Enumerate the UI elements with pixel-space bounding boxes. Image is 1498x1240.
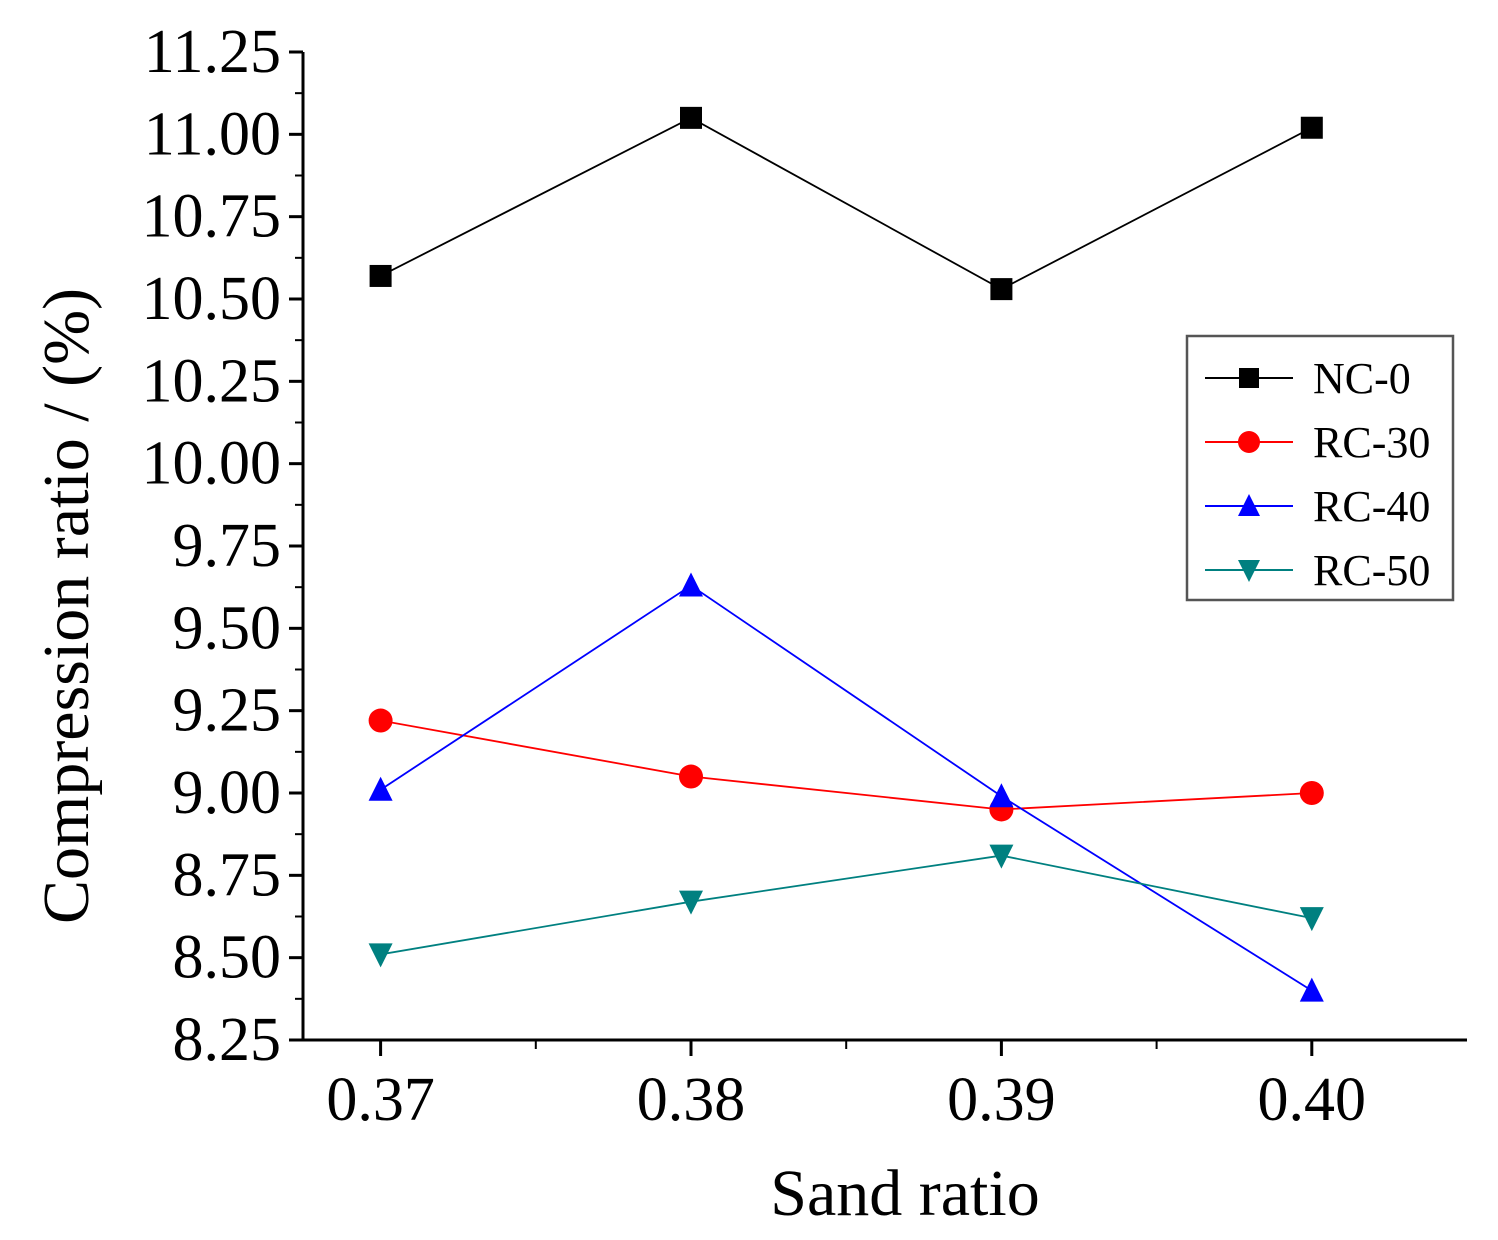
y-tick-label: 11.00 bbox=[144, 100, 281, 168]
y-tick-label: 10.50 bbox=[142, 265, 282, 333]
y-tick-label: 8.25 bbox=[173, 1006, 282, 1074]
data-point bbox=[368, 776, 393, 801]
legend-item-nc-0: NC-0 bbox=[1205, 354, 1411, 403]
data-point bbox=[679, 572, 703, 597]
data-point bbox=[680, 106, 702, 129]
y-tick-label: 10.75 bbox=[142, 183, 282, 251]
data-point bbox=[369, 264, 392, 287]
y-axis-title: Compression ratio / (%) bbox=[30, 288, 103, 924]
y-tick-label: 10.00 bbox=[142, 430, 282, 498]
data-point bbox=[1299, 907, 1324, 932]
data-point bbox=[989, 844, 1014, 869]
data-point bbox=[368, 943, 393, 968]
legend-label: RC-40 bbox=[1313, 482, 1430, 531]
x-tick-label: 0.38 bbox=[637, 1066, 746, 1134]
legend-marker bbox=[1238, 494, 1260, 516]
series-line bbox=[380, 854, 1312, 956]
legend-item-rc-50: RC-50 bbox=[1205, 546, 1430, 595]
y-tick-label: 9.50 bbox=[173, 594, 282, 662]
data-point bbox=[1299, 781, 1324, 805]
data-point bbox=[368, 708, 393, 733]
legend-label: RC-30 bbox=[1313, 418, 1430, 467]
y-tick-label: 8.75 bbox=[173, 841, 282, 909]
y-tick-label: 9.75 bbox=[173, 512, 282, 580]
legend-item-rc-40: RC-40 bbox=[1205, 482, 1430, 531]
series-rc-50 bbox=[368, 844, 1324, 968]
legend-item-rc-30: RC-30 bbox=[1205, 418, 1430, 467]
series-line bbox=[380, 584, 1313, 992]
legend: NC-0 RC-30 RC-40 RC-50 bbox=[1185, 334, 1455, 602]
series-line bbox=[380, 719, 1312, 811]
series-rc-40 bbox=[368, 572, 1324, 1002]
legend-marker bbox=[1238, 431, 1260, 453]
series-nc-0 bbox=[369, 106, 1323, 301]
series-line bbox=[380, 116, 1313, 291]
legend-marker bbox=[1238, 560, 1260, 582]
y-tick-label: 10.25 bbox=[142, 347, 282, 415]
y-tick-label: 11.25 bbox=[144, 18, 281, 86]
legend-box bbox=[1185, 334, 1455, 602]
series-layer bbox=[368, 106, 1324, 1002]
axes: 8.25 8.50 8.75 9.00 9.25 9.50 9.75 10.00 10.25 10… bbox=[142, 18, 1467, 1134]
data-point bbox=[679, 764, 703, 789]
legend-label: NC-0 bbox=[1313, 354, 1411, 403]
legend-marker bbox=[1239, 368, 1259, 388]
y-tick-label: 9.25 bbox=[173, 677, 282, 745]
data-point bbox=[990, 278, 1013, 301]
data-point bbox=[989, 783, 1014, 808]
series-rc-30 bbox=[368, 708, 1324, 822]
x-tick-label: 0.37 bbox=[326, 1066, 435, 1134]
data-point bbox=[1300, 116, 1323, 139]
y-tick-label: 9.00 bbox=[173, 759, 282, 827]
x-tick-label: 0.39 bbox=[947, 1066, 1056, 1134]
y-tick-label: 8.50 bbox=[173, 924, 282, 992]
data-point bbox=[1299, 977, 1324, 1002]
x-tick-label: 0.40 bbox=[1258, 1066, 1367, 1134]
legend-label: RC-50 bbox=[1313, 546, 1430, 595]
x-axis-title: Sand ratio bbox=[770, 1157, 1039, 1230]
data-point bbox=[679, 890, 703, 915]
